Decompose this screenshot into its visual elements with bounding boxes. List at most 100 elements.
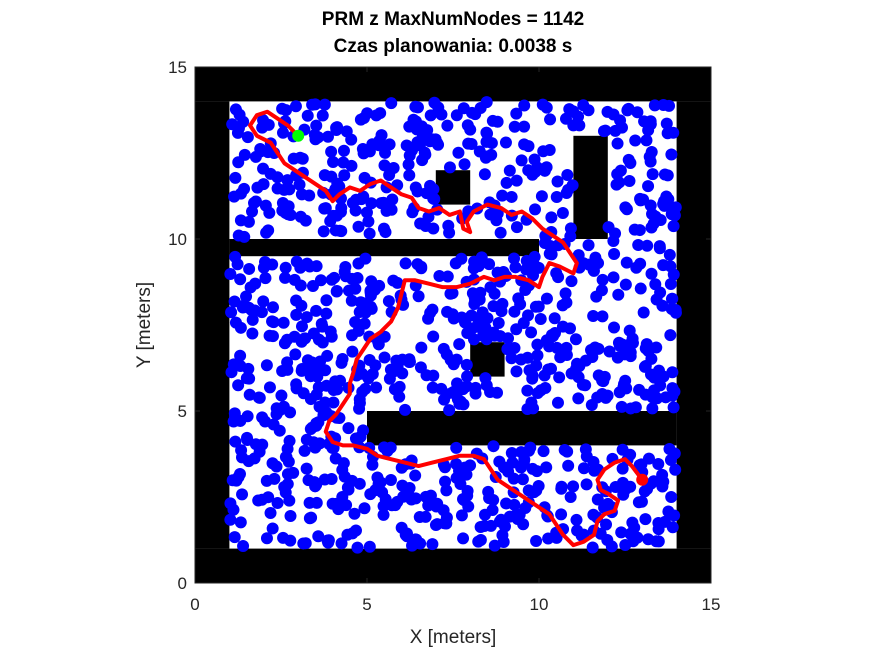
- roadmap-node: [249, 277, 262, 290]
- roadmap-node: [278, 337, 291, 350]
- roadmap-node: [565, 275, 578, 288]
- roadmap-node: [431, 497, 444, 510]
- roadmap-node: [441, 119, 454, 132]
- roadmap-node: [454, 477, 467, 490]
- roadmap-node: [612, 288, 625, 301]
- roadmap-node: [364, 488, 377, 501]
- roadmap-node: [319, 202, 332, 215]
- roadmap-node: [598, 501, 611, 514]
- roadmap-node: [352, 324, 365, 337]
- roadmap-node: [259, 272, 272, 285]
- roadmap-node: [543, 144, 556, 157]
- roadmap-node: [509, 261, 522, 274]
- roadmap-node: [326, 497, 339, 510]
- roadmap-node: [378, 330, 391, 343]
- roadmap-node: [613, 386, 626, 399]
- roadmap-node: [597, 375, 610, 388]
- roadmap-node: [330, 284, 343, 297]
- roadmap-node: [229, 171, 242, 184]
- roadmap-node: [647, 475, 660, 488]
- y-tick-label: 10: [168, 230, 187, 249]
- roadmap-node: [307, 327, 320, 340]
- roadmap-node: [631, 531, 644, 544]
- roadmap-node: [665, 491, 678, 504]
- roadmap-node: [587, 263, 600, 276]
- roadmap-node: [551, 175, 564, 188]
- roadmap-node: [301, 354, 314, 367]
- roadmap-node: [552, 271, 565, 284]
- roadmap-node: [305, 511, 318, 524]
- roadmap-node: [290, 308, 303, 321]
- roadmap-node: [246, 313, 259, 326]
- roadmap-node: [499, 136, 512, 149]
- roadmap-node: [596, 310, 609, 323]
- roadmap-node: [611, 137, 624, 150]
- roadmap-node: [396, 367, 409, 380]
- roadmap-node: [325, 145, 338, 158]
- roadmap-node: [438, 393, 451, 406]
- plot-area: [194, 66, 712, 584]
- roadmap-node: [267, 316, 280, 329]
- roadmap-node: [235, 444, 248, 457]
- roadmap-node: [353, 477, 366, 490]
- roadmap-node: [237, 115, 250, 128]
- roadmap-node: [373, 134, 386, 147]
- roadmap-node: [553, 371, 566, 384]
- roadmap-node: [416, 154, 429, 167]
- roadmap-node: [271, 497, 284, 510]
- roadmap-node: [246, 205, 259, 218]
- roadmap-node: [263, 381, 276, 394]
- roadmap-node: [296, 363, 309, 376]
- roadmap-node: [642, 180, 655, 193]
- roadmap-node: [669, 201, 682, 214]
- roadmap-node: [288, 273, 301, 286]
- roadmap-node: [460, 380, 473, 393]
- roadmap-node: [635, 495, 648, 508]
- roadmap-node: [327, 396, 340, 409]
- roadmap-node: [299, 214, 312, 227]
- roadmap-node: [342, 483, 355, 496]
- x-tick-label: 15: [702, 595, 721, 614]
- roadmap-node: [256, 121, 269, 134]
- roadmap-node: [669, 304, 682, 317]
- roadmap-node: [403, 482, 416, 495]
- roadmap-node: [362, 215, 375, 228]
- roadmap-node: [650, 535, 663, 548]
- roadmap-node: [654, 213, 667, 226]
- y-axis-label: Y [meters]: [134, 282, 155, 368]
- roadmap-node: [397, 490, 410, 503]
- roadmap-node: [480, 96, 493, 109]
- roadmap-node: [340, 125, 353, 138]
- roadmap-node: [609, 227, 622, 240]
- roadmap-node: [478, 168, 491, 181]
- roadmap-node: [337, 144, 350, 157]
- roadmap-node: [500, 497, 513, 510]
- roadmap-node: [580, 478, 593, 491]
- roadmap-node: [480, 135, 493, 148]
- roadmap-node: [656, 480, 669, 493]
- roadmap-node: [634, 282, 647, 295]
- roadmap-node: [639, 360, 652, 373]
- roadmap-node: [628, 521, 641, 534]
- roadmap-node: [537, 445, 550, 458]
- obstacle-block: [676, 101, 711, 549]
- roadmap-node: [438, 517, 451, 530]
- roadmap-node: [654, 379, 667, 392]
- roadmap-node: [229, 103, 242, 116]
- roadmap-node: [256, 438, 269, 451]
- roadmap-node: [623, 174, 636, 187]
- roadmap-node: [458, 158, 471, 171]
- roadmap-node: [582, 239, 595, 252]
- roadmap-node: [496, 297, 509, 310]
- roadmap-node: [516, 473, 529, 486]
- roadmap-node: [555, 508, 568, 521]
- roadmap-node: [238, 182, 251, 195]
- roadmap-node: [646, 402, 659, 415]
- roadmap-node: [232, 156, 245, 169]
- roadmap-node: [310, 496, 323, 509]
- roadmap-node: [569, 333, 582, 346]
- roadmap-node: [508, 341, 521, 354]
- roadmap-node: [282, 208, 295, 221]
- roadmap-node: [468, 298, 481, 311]
- roadmap-node: [633, 224, 646, 237]
